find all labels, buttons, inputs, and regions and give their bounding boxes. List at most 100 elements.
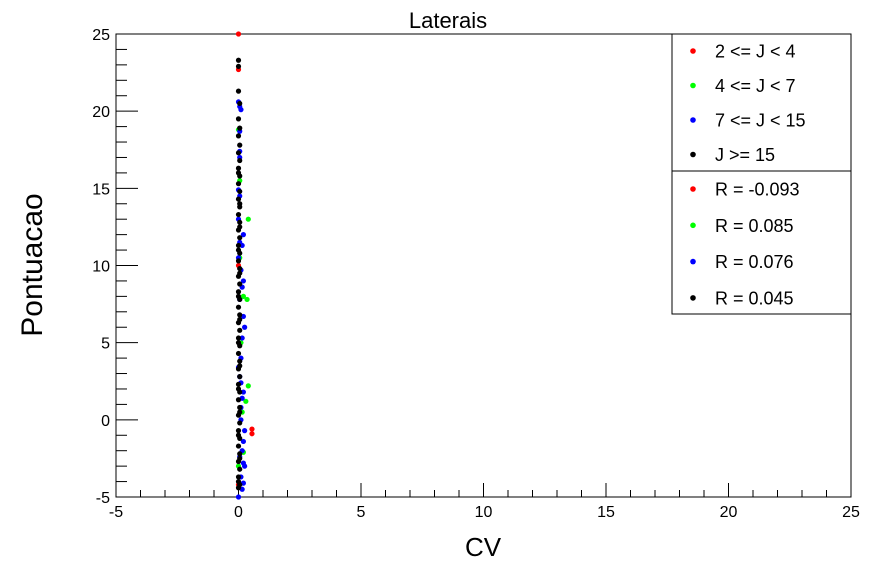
x-tick-label: 20 — [720, 504, 738, 521]
data-point — [235, 474, 242, 480]
data-point — [245, 383, 251, 389]
data-point — [235, 181, 242, 187]
data-point — [237, 270, 243, 276]
data-point — [237, 201, 243, 207]
y-tick-label: 20 — [92, 104, 110, 121]
data-point — [242, 428, 248, 434]
data-point — [240, 232, 246, 238]
data-point — [237, 312, 243, 318]
y-axis: -5 0 5 10 15 20 25 — [92, 27, 138, 507]
data-points — [235, 31, 255, 500]
legend-marker — [690, 258, 696, 265]
data-point — [237, 281, 243, 287]
x-tick-label: 25 — [842, 504, 860, 521]
y-tick-label: 5 — [101, 336, 110, 353]
data-point — [235, 247, 242, 253]
legend-label: 7 <= J < 15 — [715, 111, 806, 131]
data-point — [237, 316, 243, 323]
data-point — [237, 409, 243, 415]
data-point — [235, 133, 242, 139]
data-point — [237, 100, 243, 107]
data-point — [235, 381, 242, 387]
x-tick-label: 10 — [475, 504, 493, 521]
legend-marker — [690, 117, 696, 123]
data-point — [237, 358, 243, 364]
chart-title: Laterais — [409, 8, 487, 33]
data-point — [237, 420, 243, 426]
x-tick-label: 5 — [357, 504, 366, 521]
data-point — [240, 438, 246, 445]
data-point — [235, 293, 242, 299]
data-point — [235, 170, 242, 176]
data-point — [237, 404, 243, 411]
data-point — [240, 293, 246, 299]
data-point — [237, 188, 243, 195]
data-point — [235, 335, 242, 341]
data-point — [235, 57, 242, 63]
data-point — [237, 466, 243, 472]
data-point — [239, 335, 245, 341]
data-point — [237, 327, 243, 333]
legend-label: 2 <= J < 4 — [715, 42, 796, 62]
data-point — [249, 431, 255, 437]
data-point — [235, 428, 242, 434]
legend-marker — [690, 82, 696, 89]
data-point — [235, 258, 242, 264]
y-tick-label: -5 — [96, 490, 110, 507]
data-point — [237, 125, 243, 131]
y-tick-label: 15 — [92, 181, 110, 198]
legend-marker — [690, 48, 696, 54]
data-point — [237, 157, 243, 164]
data-point — [243, 398, 249, 404]
data-point — [235, 304, 242, 310]
legend-marker — [690, 186, 696, 192]
x-axis-title: CV — [465, 532, 502, 562]
legend-box-groups — [671, 33, 852, 172]
data-point — [237, 363, 243, 369]
data-point — [237, 374, 243, 380]
data-point — [244, 296, 250, 303]
data-point — [235, 150, 242, 156]
data-point — [235, 165, 242, 171]
legend-box-correlations — [671, 170, 852, 315]
data-point — [242, 324, 248, 330]
x-tick-label: -5 — [109, 504, 123, 521]
legend-marker — [690, 295, 696, 301]
series-3 — [235, 57, 243, 491]
data-point — [240, 278, 246, 284]
data-point — [235, 63, 242, 70]
y-tick-label: 0 — [101, 413, 110, 430]
data-point — [235, 443, 242, 449]
legend-label: 4 <= J < 7 — [715, 76, 796, 96]
legend-label: J >= 15 — [715, 145, 775, 165]
data-point — [242, 463, 248, 469]
data-point — [237, 455, 243, 462]
y-tick-label: 25 — [92, 27, 110, 44]
legend-label: R = -0.093 — [715, 180, 800, 200]
legend: 2 <= J < 4 4 <= J < 7 7 <= J < 15 J >= 15 R … — [671, 33, 852, 315]
x-axis: -5 0 5 10 15 20 25 — [109, 483, 860, 521]
data-point — [249, 426, 255, 432]
data-point — [235, 340, 242, 346]
data-point — [237, 219, 243, 225]
data-point — [237, 142, 243, 148]
x-tick-label: 0 — [234, 504, 243, 521]
data-point — [235, 478, 242, 485]
data-point — [235, 485, 242, 491]
data-point — [238, 107, 244, 113]
data-point — [235, 196, 242, 202]
data-point — [235, 31, 242, 37]
data-point — [235, 211, 242, 218]
data-point — [235, 397, 242, 403]
data-point — [235, 432, 242, 438]
data-point — [239, 242, 245, 249]
y-axis-title: Pontuacao — [16, 193, 49, 336]
data-point — [235, 289, 242, 295]
data-point — [240, 389, 246, 395]
data-point — [237, 451, 243, 457]
legend-label: R = 0.085 — [715, 216, 794, 236]
data-point — [237, 265, 243, 272]
data-point — [235, 242, 242, 249]
data-point — [235, 350, 242, 357]
